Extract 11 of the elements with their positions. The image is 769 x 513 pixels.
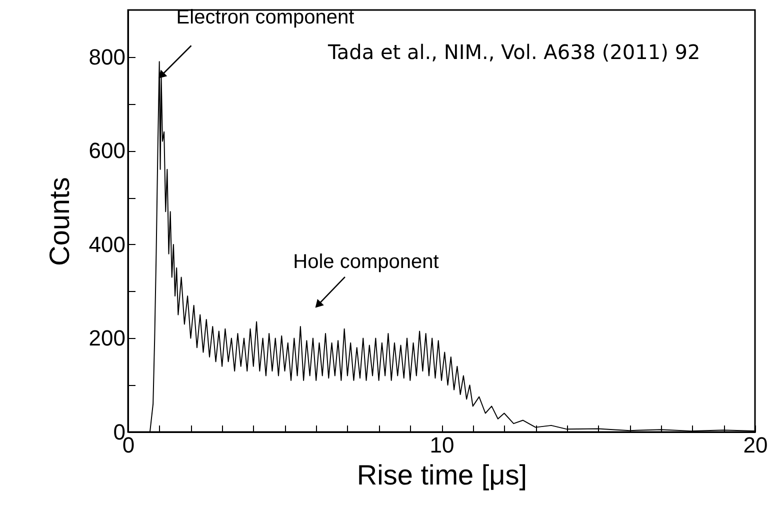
- y-tick-label: 600: [88, 138, 126, 164]
- annotation: Tada et al., NIM., Vol. A638 (2011) 92: [327, 40, 700, 64]
- y-tick-label: 200: [88, 326, 126, 351]
- x-tick-label: 20: [743, 432, 768, 458]
- annotation: Hole component: [293, 250, 440, 273]
- y-axis-title: Counts: [44, 177, 75, 266]
- y-tick-label: 800: [88, 44, 126, 70]
- y-tick-label: 400: [88, 232, 126, 257]
- x-axis-title: Rise time [μs]: [356, 460, 528, 490]
- x-tick-label: 10: [430, 432, 454, 458]
- annotation: Electron component: [176, 6, 355, 29]
